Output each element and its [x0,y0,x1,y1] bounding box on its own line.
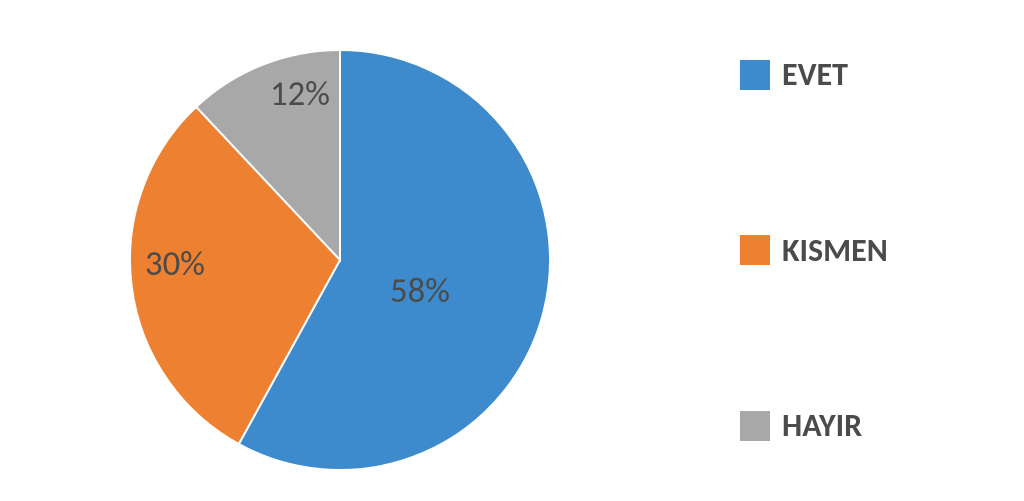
legend-label-evet: EVET [782,55,848,94]
slice-label-hayir: 12% [270,73,330,115]
pie-svg: 58% 30% 12% [60,30,620,470]
slice-label-evet: 58% [390,270,450,312]
legend-label-hayir: HAYIR [782,406,862,445]
legend-item-kismen: KISMEN [740,231,1000,270]
legend-swatch-kismen [740,235,770,265]
legend-swatch-hayir [740,411,770,441]
legend-item-hayir: HAYIR [740,406,1000,445]
pie-chart-container: 58% 30% 12% EVET KISMEN HAYIR [0,0,1024,501]
legend-swatch-evet [740,60,770,90]
legend-label-kismen: KISMEN [782,231,888,270]
slice-label-kismen: 30% [145,243,205,285]
pie-chart: 58% 30% 12% [60,30,620,470]
legend: EVET KISMEN HAYIR [740,55,1000,445]
legend-item-evet: EVET [740,55,1000,94]
